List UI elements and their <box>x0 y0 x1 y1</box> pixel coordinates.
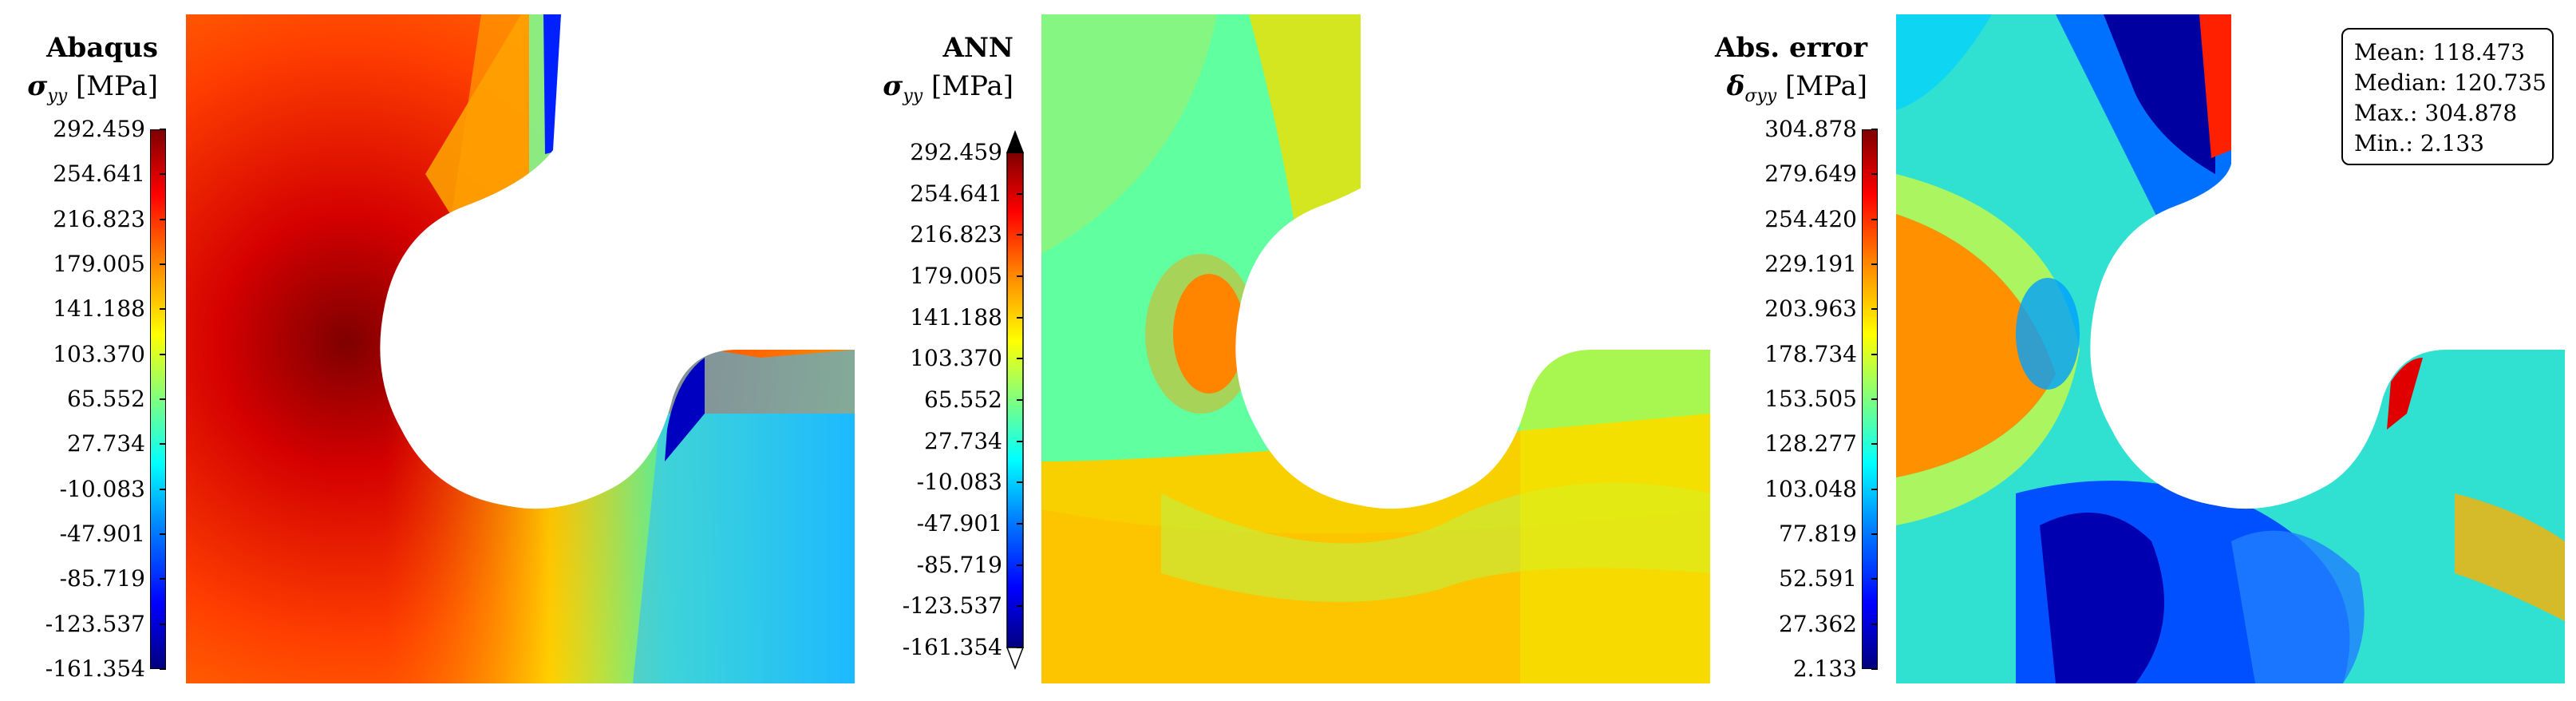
colorbar-tick-label: 128.277 <box>1764 430 1857 457</box>
colorbar-tick-mark <box>160 263 166 265</box>
colorbar-tick-label: 2.133 <box>1792 655 1857 682</box>
colorbar-tick-label: 292.459 <box>910 139 1002 165</box>
colorbar-tick-mark <box>160 218 166 220</box>
colorbar-tick-mark <box>1871 488 1878 490</box>
colorbar-tick-mark <box>160 533 166 535</box>
colorbar-tick-label: 179.005 <box>53 251 145 277</box>
colorbar-tick-mark <box>1871 353 1878 355</box>
panel-title: ANN <box>942 32 1013 64</box>
colorbar-tick-label: -123.537 <box>902 592 1002 620</box>
colorbar-tick-label: 254.420 <box>1764 205 1857 232</box>
colorbar-tick-label: 141.188 <box>53 295 145 323</box>
colorbar-tick-mark <box>160 173 166 176</box>
colorbar-tick-mark <box>1017 234 1023 236</box>
colorbar-tick-mark <box>160 488 166 490</box>
colorbar-tick-label: 254.641 <box>910 180 1002 207</box>
quantity-label: δσyy [MPa] <box>1726 70 1867 106</box>
colorbar-tick-label: -47.901 <box>59 521 145 547</box>
colorbar-tick-label: 77.819 <box>1779 521 1857 547</box>
colorbar-tick-label: -85.719 <box>916 551 1002 578</box>
colorbar-tick-label: 254.641 <box>53 160 145 188</box>
colorbar-tick-label: -10.083 <box>916 469 1002 496</box>
colorbar-tick-mark <box>160 443 166 446</box>
colorbar-tick-mark <box>1871 398 1878 400</box>
colorbar-tick-label: 292.459 <box>53 116 145 142</box>
colorbar-tick-mark <box>1871 443 1878 446</box>
colorbar-tick-mark <box>1871 218 1878 220</box>
colorbar-tick-mark <box>1871 623 1878 625</box>
quantity-label: σyy [MPa] <box>27 70 158 106</box>
colorbar-tick-mark <box>1017 564 1023 566</box>
stat-mean: Mean: 118.473 <box>2354 39 2526 65</box>
colorbar-tick-label: 27.362 <box>1779 610 1857 637</box>
colorbar-tick-label: 103.048 <box>1764 475 1857 502</box>
error-field <box>1896 14 2565 683</box>
colorbar-tick-label: 203.963 <box>1764 295 1857 323</box>
colorbar-tick-label: 179.005 <box>910 263 1002 289</box>
colorbar-tick-label: 229.191 <box>1764 251 1857 277</box>
colorbar-tick-label: -123.537 <box>45 610 145 637</box>
colorbar-tick-label: 103.370 <box>910 345 1002 372</box>
colorbar-tick-mark <box>1017 440 1023 442</box>
colorbar-tick-mark <box>1871 263 1878 265</box>
colorbar-tick-label: 103.370 <box>53 340 145 367</box>
colorbar-tick-label: -161.354 <box>45 655 145 682</box>
colorbar-tick-label: -85.719 <box>59 565 145 592</box>
colorbar-tick-label: 52.591 <box>1779 565 1857 592</box>
colorbar-tick-label: 153.505 <box>1764 386 1857 412</box>
colorbar-tick-mark <box>1017 358 1023 360</box>
panel-title: Abaqus <box>46 32 158 64</box>
colorbar-tick-label: -10.083 <box>59 475 145 502</box>
colorbar-tick-mark <box>1017 481 1023 484</box>
colorbar-tick-mark <box>160 398 166 400</box>
colorbar-tick-mark <box>1871 308 1878 311</box>
colorbar-tick-mark <box>1017 152 1023 153</box>
colorbar-tick-label: 216.823 <box>53 205 145 232</box>
colorbar-tick-label: 304.878 <box>1764 116 1857 142</box>
stat-min: Min.: 2.133 <box>2354 130 2485 156</box>
colorbar-tick-mark <box>160 129 166 130</box>
colorbar-tick-mark <box>1017 647 1023 648</box>
panel-title: Abs. error <box>1714 32 1867 64</box>
colorbar-tick-label: 216.823 <box>910 221 1002 248</box>
quantity-label: σyy [MPa] <box>883 70 1013 106</box>
colorbar-tick-label: 27.734 <box>924 427 1002 454</box>
colorbar-tick-label: 65.552 <box>924 386 1002 413</box>
colorbar-tick-mark <box>160 578 166 580</box>
colorbar-tick-mark <box>1871 533 1878 535</box>
colorbar-tick-mark <box>1017 316 1023 319</box>
colorbar-tick-mark <box>1871 578 1878 580</box>
stress-field-ann <box>1041 14 1710 683</box>
colorbar-tick-label: 178.734 <box>1764 340 1857 367</box>
colorbar-tick-mark <box>160 308 166 311</box>
colorbar-tick-mark <box>1871 668 1878 670</box>
colorbar-tick-label: 141.188 <box>910 303 1002 331</box>
colorbar-tick-label: -47.901 <box>916 510 1002 537</box>
colorbar-tick-mark <box>1017 523 1023 525</box>
colorbar-tick-mark <box>1017 399 1023 401</box>
stress-field-abaqus <box>186 14 855 683</box>
stat-median: Median: 120.735 <box>2354 69 2546 96</box>
colorbar-tick-mark <box>1871 129 1878 130</box>
colorbar-tick-mark <box>1017 605 1023 608</box>
colorbar-tick-mark <box>1017 192 1023 195</box>
colorbar-tick-mark <box>1871 173 1878 176</box>
colorbar-tick-label: -161.354 <box>902 634 1002 660</box>
colorbar-tick-label: 27.734 <box>67 430 145 457</box>
stats-box: Mean: 118.473 Median: 120.735 Max.: 304.… <box>2341 28 2554 165</box>
colorbar-tick-mark <box>160 668 166 670</box>
colorbar-tick-label: 65.552 <box>67 386 145 412</box>
colorbar-tick-mark <box>160 353 166 355</box>
colorbar-tick-label: 279.649 <box>1764 160 1857 188</box>
stat-max: Max.: 304.878 <box>2354 100 2518 126</box>
colorbar-tick-mark <box>1017 275 1023 277</box>
colorbar-tick-mark <box>160 623 166 625</box>
